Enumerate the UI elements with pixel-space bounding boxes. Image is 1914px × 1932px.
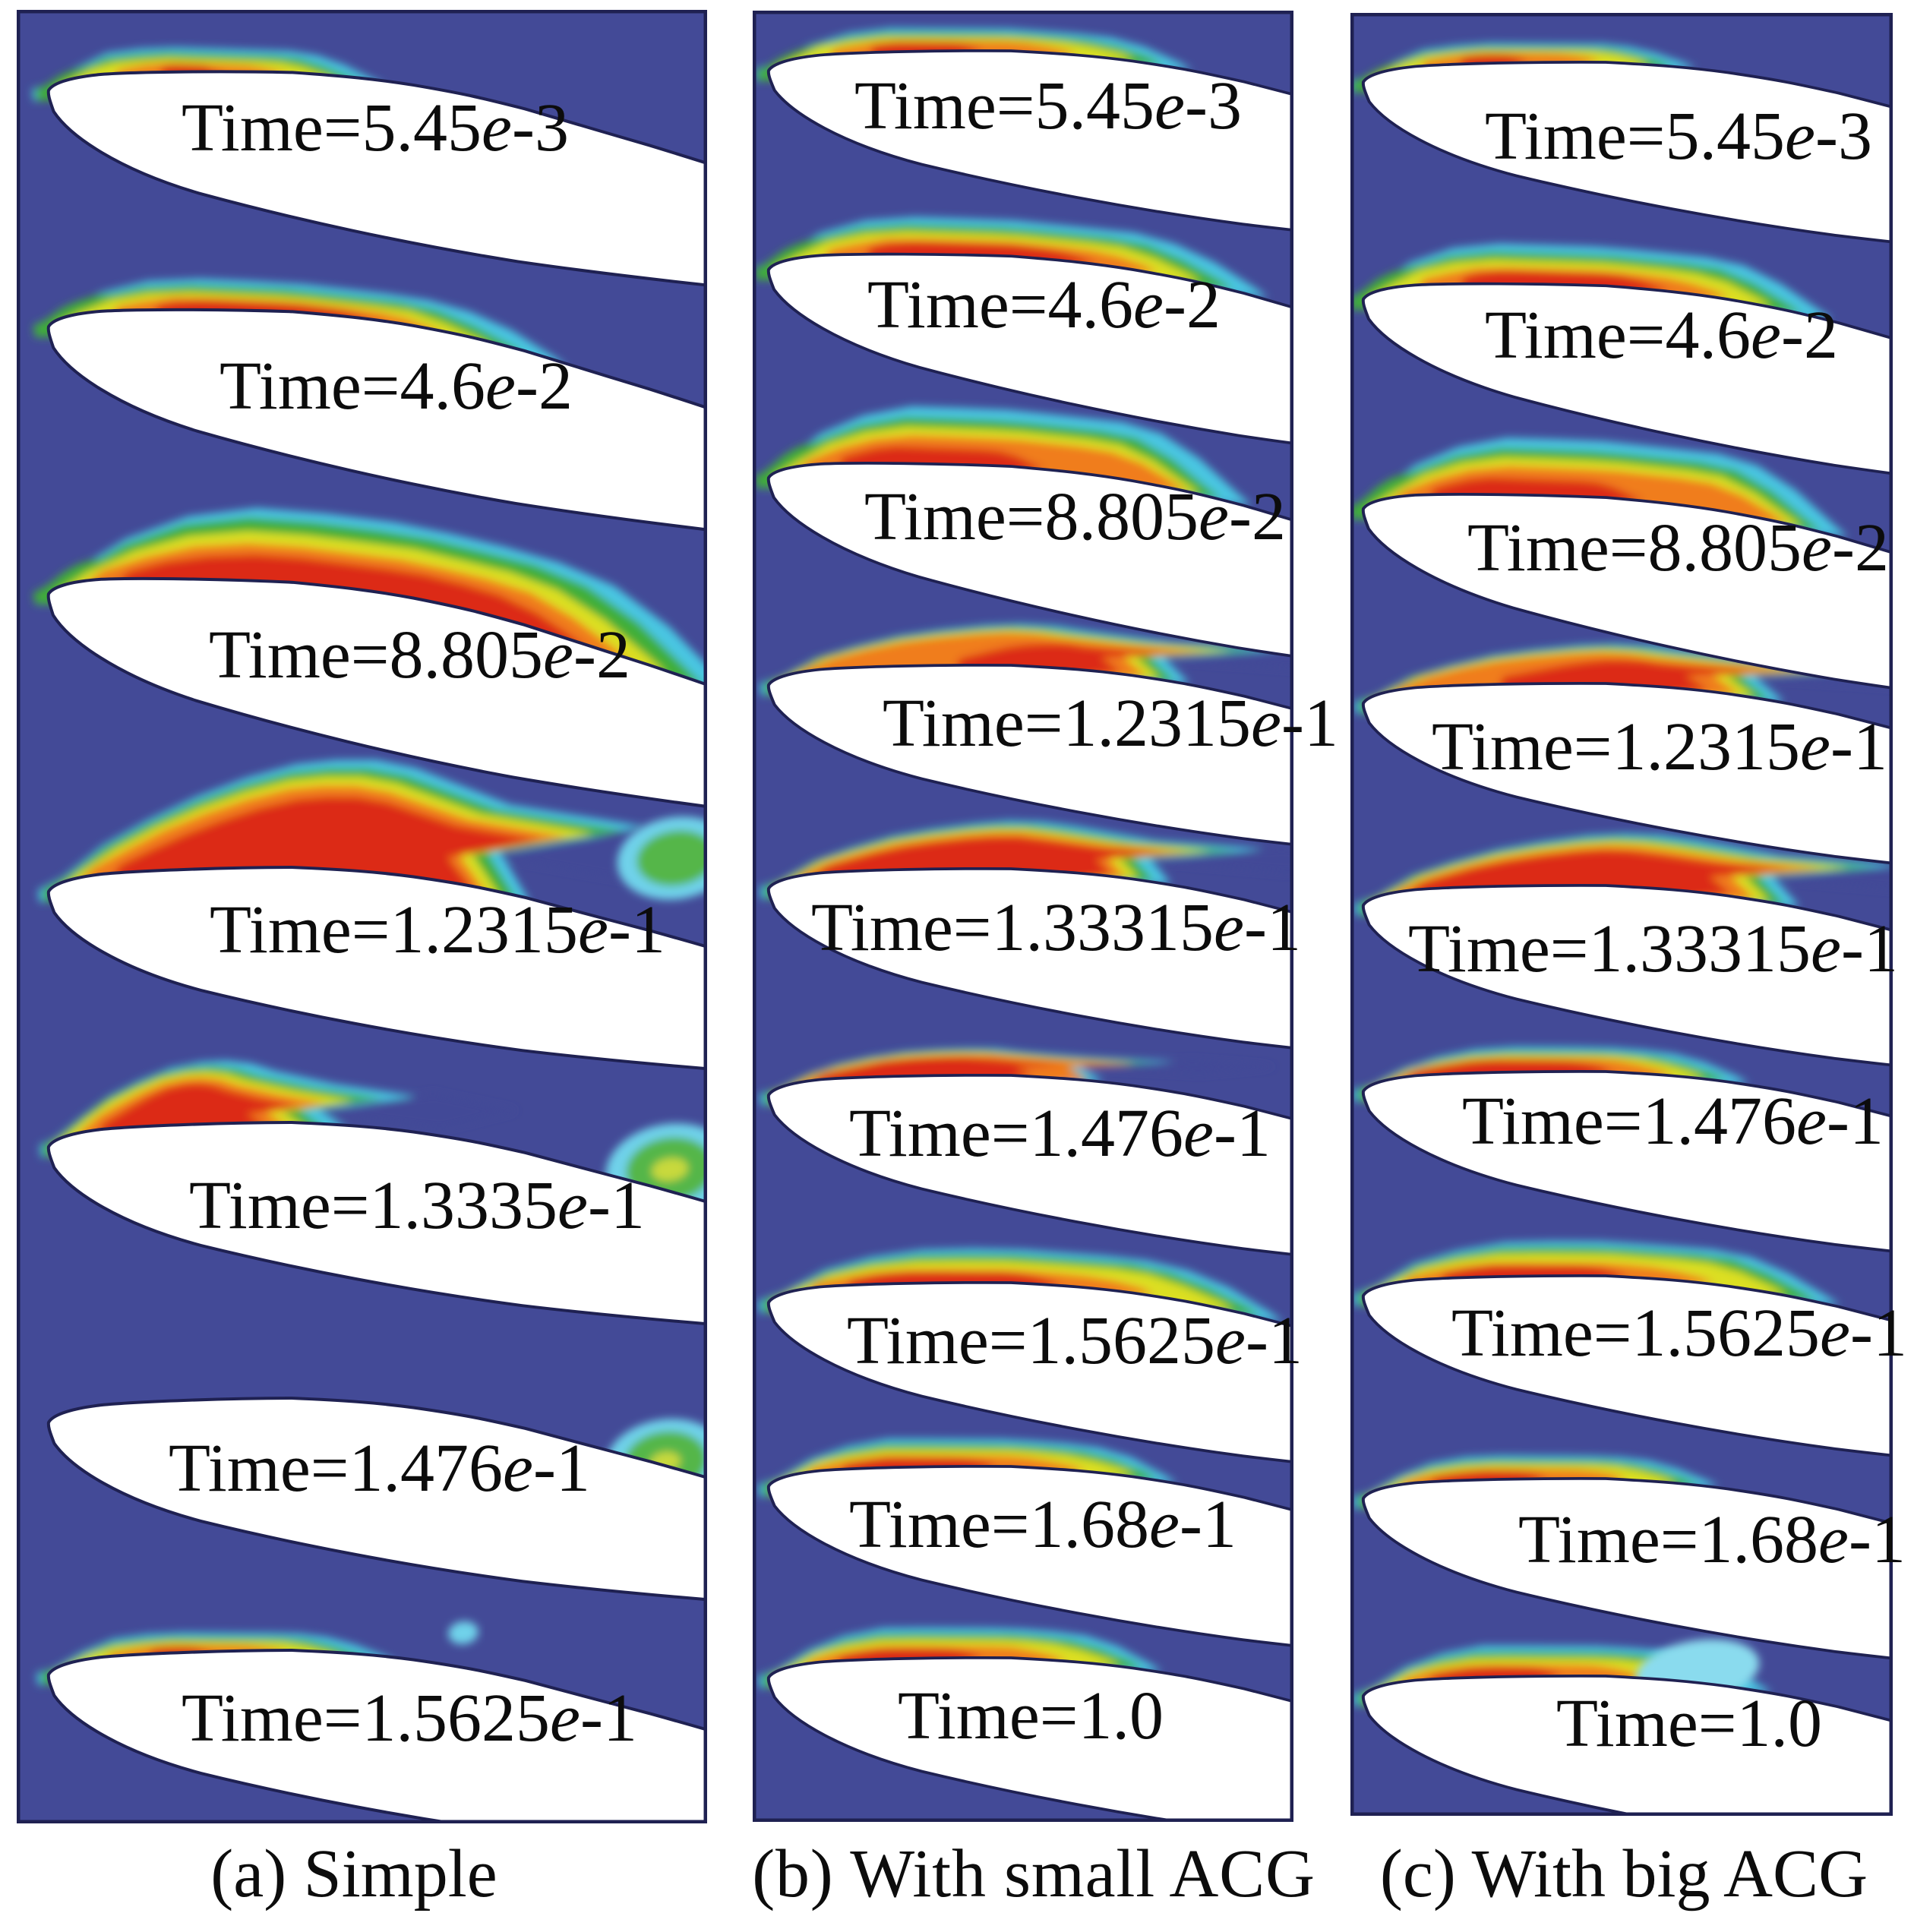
svg-text:Time=1.33315e-1: Time=1.33315e-1 xyxy=(1408,911,1898,987)
svg-text:Time=4.6e-2: Time=4.6e-2 xyxy=(1485,298,1838,373)
svg-text:Time=1.5625e-1: Time=1.5625e-1 xyxy=(1451,1296,1907,1371)
svg-text:Time=1.0: Time=1.0 xyxy=(898,1678,1164,1754)
svg-text:Time=4.6e-2: Time=4.6e-2 xyxy=(867,267,1221,343)
svg-text:Time=5.45e-3: Time=5.45e-3 xyxy=(854,68,1242,144)
svg-text:Time=1.476e-1: Time=1.476e-1 xyxy=(169,1431,590,1506)
svg-text:Time=1.2315e-1: Time=1.2315e-1 xyxy=(210,892,665,968)
svg-text:Time=4.6e-2: Time=4.6e-2 xyxy=(220,349,573,424)
svg-text:(a) Simple: (a) Simple xyxy=(210,1836,497,1911)
svg-text:Time=1.33315e-1: Time=1.33315e-1 xyxy=(811,890,1301,965)
svg-text:Time=1.68e-1: Time=1.68e-1 xyxy=(849,1487,1237,1562)
svg-text:Time=1.2315e-1: Time=1.2315e-1 xyxy=(1432,709,1887,784)
svg-text:Time=8.805e-2: Time=8.805e-2 xyxy=(209,617,630,693)
svg-text:Time=1.476e-1: Time=1.476e-1 xyxy=(849,1096,1271,1171)
svg-text:Time=8.805e-2: Time=8.805e-2 xyxy=(864,479,1286,554)
svg-text:Time=1.68e-1: Time=1.68e-1 xyxy=(1518,1502,1906,1577)
svg-text:(c) With big ACG: (c) With big ACG xyxy=(1380,1836,1868,1911)
svg-text:Time=1.3335e-1: Time=1.3335e-1 xyxy=(189,1168,645,1243)
svg-text:Time=1.0: Time=1.0 xyxy=(1556,1686,1822,1761)
svg-text:(b) With small ACG: (b) With small ACG xyxy=(752,1836,1315,1911)
svg-text:Time=1.2315e-1: Time=1.2315e-1 xyxy=(883,686,1338,761)
svg-text:Time=1.476e-1: Time=1.476e-1 xyxy=(1462,1084,1884,1159)
svg-text:Time=1.5625e-1: Time=1.5625e-1 xyxy=(847,1303,1303,1378)
svg-text:Time=1.5625e-1: Time=1.5625e-1 xyxy=(182,1681,637,1756)
svg-text:Time=5.45e-3: Time=5.45e-3 xyxy=(1485,99,1872,174)
svg-text:Time=5.45e-3: Time=5.45e-3 xyxy=(182,90,569,166)
svg-text:Time=8.805e-2: Time=8.805e-2 xyxy=(1467,510,1889,586)
